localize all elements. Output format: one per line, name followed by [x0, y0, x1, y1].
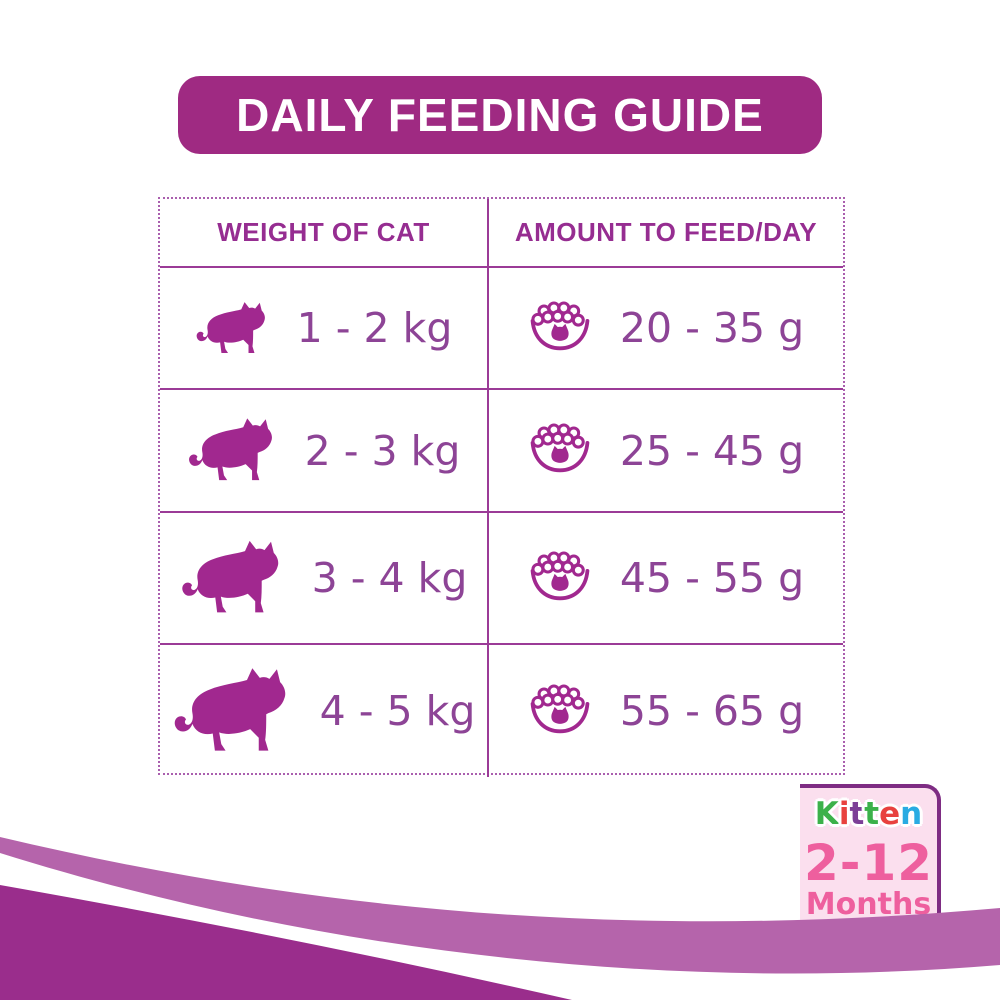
weight-value: 3 - 4 kg	[311, 554, 468, 602]
kibble-bowl-icon	[528, 551, 592, 606]
kibble-bowl-icon	[528, 684, 592, 739]
cat-silhouette-icon	[187, 416, 277, 485]
weight-value: 2 - 3 kg	[304, 426, 461, 475]
age-unit: Months	[805, 887, 932, 922]
column-header-weight: WEIGHT OF CAT	[160, 199, 489, 268]
cat-silhouette-icon	[180, 538, 284, 618]
table-row-4-weight-cell: 4 - 5 kg	[160, 645, 489, 777]
feeding-guide-table: WEIGHT OF CAT AMOUNT TO FEED/DAY 1 - 2 k…	[158, 197, 845, 777]
header-banner: DAILY FEEDING GUIDE	[178, 76, 822, 154]
weight-value: 4 - 5 kg	[319, 687, 476, 735]
table-row-1-weight-cell: 1 - 2 kg	[160, 268, 489, 390]
page-title: DAILY FEEDING GUIDE	[236, 89, 764, 141]
kibble-bowl-icon	[528, 301, 592, 356]
kibble-bowl-icon	[528, 423, 592, 478]
kitten-age-badge: Kitten 2-12 Months	[800, 784, 941, 944]
product-name: Kitten	[814, 796, 923, 832]
column-header-amount: AMOUNT TO FEED/DAY	[489, 199, 843, 268]
table-row-3-amount-cell: 45 - 55 g	[489, 513, 843, 645]
cat-silhouette-icon	[195, 300, 269, 357]
amount-value: 45 - 55 g	[619, 554, 805, 602]
table-row-2-amount-cell: 25 - 45 g	[489, 390, 843, 513]
table-row-4-amount-cell: 55 - 65 g	[489, 645, 843, 777]
table-row-2-weight-cell: 2 - 3 kg	[160, 390, 489, 513]
amount-value: 55 - 65 g	[619, 687, 805, 735]
weight-value: 1 - 2 kg	[296, 304, 453, 352]
age-range: 2-12	[803, 834, 934, 892]
amount-value: 25 - 45 g	[619, 426, 805, 475]
amount-value: 20 - 35 g	[619, 304, 805, 352]
table-row-3-weight-cell: 3 - 4 kg	[160, 513, 489, 645]
cat-silhouette-icon	[172, 665, 292, 757]
table-row-1-amount-cell: 20 - 35 g	[489, 268, 843, 390]
